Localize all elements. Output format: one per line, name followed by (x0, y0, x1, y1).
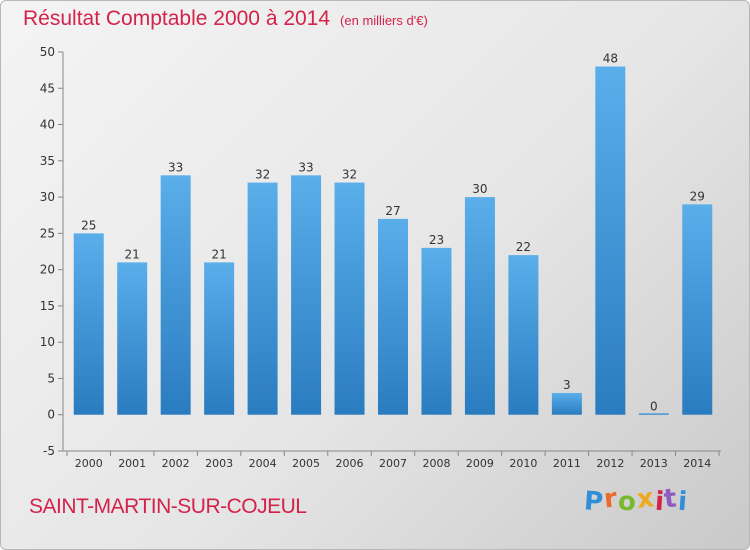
logo-letter: P (582, 486, 606, 518)
y-tick-label: 10 (40, 335, 55, 349)
y-tick-label: 45 (40, 81, 55, 95)
bar (204, 262, 235, 415)
bar-value-label: 33 (298, 160, 313, 174)
y-tick-label: 15 (40, 299, 55, 313)
logo-letter: x (635, 483, 657, 515)
bar (551, 392, 582, 415)
bar (247, 182, 278, 415)
bar (160, 175, 191, 415)
bar-value-label: 22 (516, 240, 531, 254)
logo-letter: i (676, 486, 689, 518)
commune-name: SAINT-MARTIN-SUR-COJEUL (29, 495, 307, 518)
x-tick-label: 2003 (205, 457, 233, 470)
bar (508, 255, 539, 415)
bar-value-label: 3 (563, 378, 571, 392)
bar (421, 247, 452, 415)
x-tick-label: 2011 (553, 457, 581, 470)
bar-value-label: 32 (255, 168, 270, 182)
bar (638, 413, 669, 415)
y-tick-label: 20 (40, 263, 55, 277)
bar-value-label: 25 (81, 218, 96, 232)
y-tick-label: 50 (40, 45, 55, 59)
y-tick-label: 5 (47, 371, 55, 385)
x-tick-label: 2004 (249, 457, 277, 470)
bar-value-label: 29 (690, 189, 705, 203)
x-tick-label: 2005 (292, 457, 320, 470)
bar (73, 233, 104, 415)
bar-value-label: 27 (385, 204, 400, 218)
bar-value-label: 48 (603, 52, 618, 66)
y-tick-label: -5 (43, 444, 55, 458)
bar-value-label: 33 (168, 160, 183, 174)
bar (595, 66, 626, 415)
bar-value-label: 21 (125, 247, 140, 261)
x-tick-label: 2002 (162, 457, 190, 470)
x-tick-label: 2000 (75, 457, 103, 470)
y-tick-label: 35 (40, 154, 55, 168)
x-tick-label: 2008 (422, 457, 450, 470)
bar-value-label: 30 (472, 182, 487, 196)
bar-value-label: 0 (650, 400, 658, 414)
x-tick-label: 2009 (466, 457, 494, 470)
x-tick-label: 2007 (379, 457, 407, 470)
x-tick-label: 2014 (683, 457, 711, 470)
x-tick-label: 2012 (596, 457, 624, 470)
x-tick-label: 2010 (509, 457, 537, 470)
bar-value-label: 21 (211, 247, 226, 261)
y-tick-label: 25 (40, 226, 55, 240)
y-tick-label: 40 (40, 118, 55, 132)
y-tick-label: 0 (47, 408, 55, 422)
chart-title-text: Résultat Comptable 2000 à 2014 (23, 7, 331, 30)
bar (117, 262, 148, 415)
x-tick-label: 2013 (640, 457, 668, 470)
logo-letter: o (616, 486, 638, 518)
y-tick-label: 30 (40, 190, 55, 204)
chart-unit: (en milliers d'€) (340, 13, 428, 28)
bar (334, 182, 365, 415)
bar (464, 197, 495, 415)
bar (291, 175, 322, 415)
bar (378, 218, 408, 415)
chart-title: Résultat Comptable 2000 à 2014 (en millie… (23, 7, 428, 31)
proxiti-logo: Proxiti (582, 483, 689, 518)
bar-value-label: 23 (429, 233, 444, 247)
bar-value-label: 32 (342, 168, 357, 182)
bar (682, 204, 713, 415)
x-tick-label: 2001 (118, 457, 146, 470)
x-tick-label: 2006 (336, 457, 364, 470)
